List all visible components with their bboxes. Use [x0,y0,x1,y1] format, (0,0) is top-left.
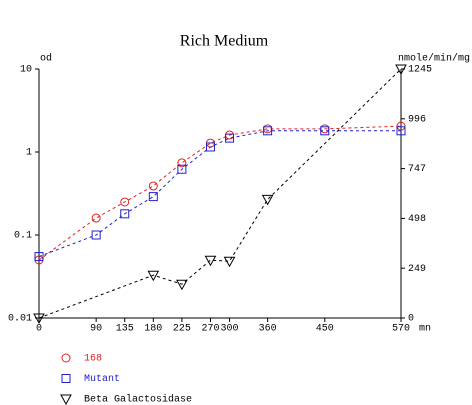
series-line [38,130,401,258]
x-tick-label: 135 [116,324,134,335]
x-tick-label: 180 [144,324,162,335]
legend-label: Mutant [84,374,120,385]
x-axis-label: mn [419,324,431,335]
x-tick-label: 90 [90,324,102,335]
x-tick-label: 300 [221,324,239,335]
y-tick-label: 1 [26,148,32,159]
marker [261,194,274,206]
y-tick-label: 0.01 [8,314,32,325]
marker [223,256,236,268]
marker [91,230,101,240]
legend-marker [61,374,71,383]
marker [396,126,406,136]
legend-marker [60,394,72,405]
marker [177,164,187,174]
x-tick-label: 450 [316,324,334,335]
marker [33,313,45,325]
x-tick-label: 225 [173,324,191,335]
x-tick-label: 270 [201,324,219,335]
y-tick-label: 10 [20,65,32,76]
x-tick-label: 360 [259,324,277,335]
y2-tick-label: 249 [408,264,426,275]
series-line [38,68,402,319]
marker [204,255,217,267]
marker [34,252,44,262]
legend-label: Beta Galactosidase [84,394,192,405]
series-line [38,125,402,261]
y2-tick-label: 996 [408,114,426,125]
marker [177,158,187,168]
marker [120,197,130,207]
marker [176,279,188,291]
marker [320,126,330,136]
chart-title: Rich Medium [180,33,269,50]
legend-label: 168 [84,354,102,365]
marker [91,213,101,223]
marker [147,270,160,282]
marker [395,64,407,76]
x-tick-label: 0 [36,324,42,335]
legend-marker [61,353,71,363]
y2-tick-label: 0 [408,314,414,325]
y2-tick-label: 1245 [408,65,432,76]
marker [148,181,158,191]
marker [263,126,273,136]
marker [225,133,235,143]
y2-axis-label: nmole/min/mg [398,53,470,65]
marker [396,121,406,131]
y2-tick-label: 747 [408,164,426,175]
marker [205,142,215,152]
x-tick-label: 570 [392,324,410,335]
marker [148,192,158,202]
y2-tick-label: 498 [408,214,426,225]
marker [120,209,130,219]
y-axis-label: od [40,53,52,65]
y-tick-label: 0.1 [14,231,32,242]
